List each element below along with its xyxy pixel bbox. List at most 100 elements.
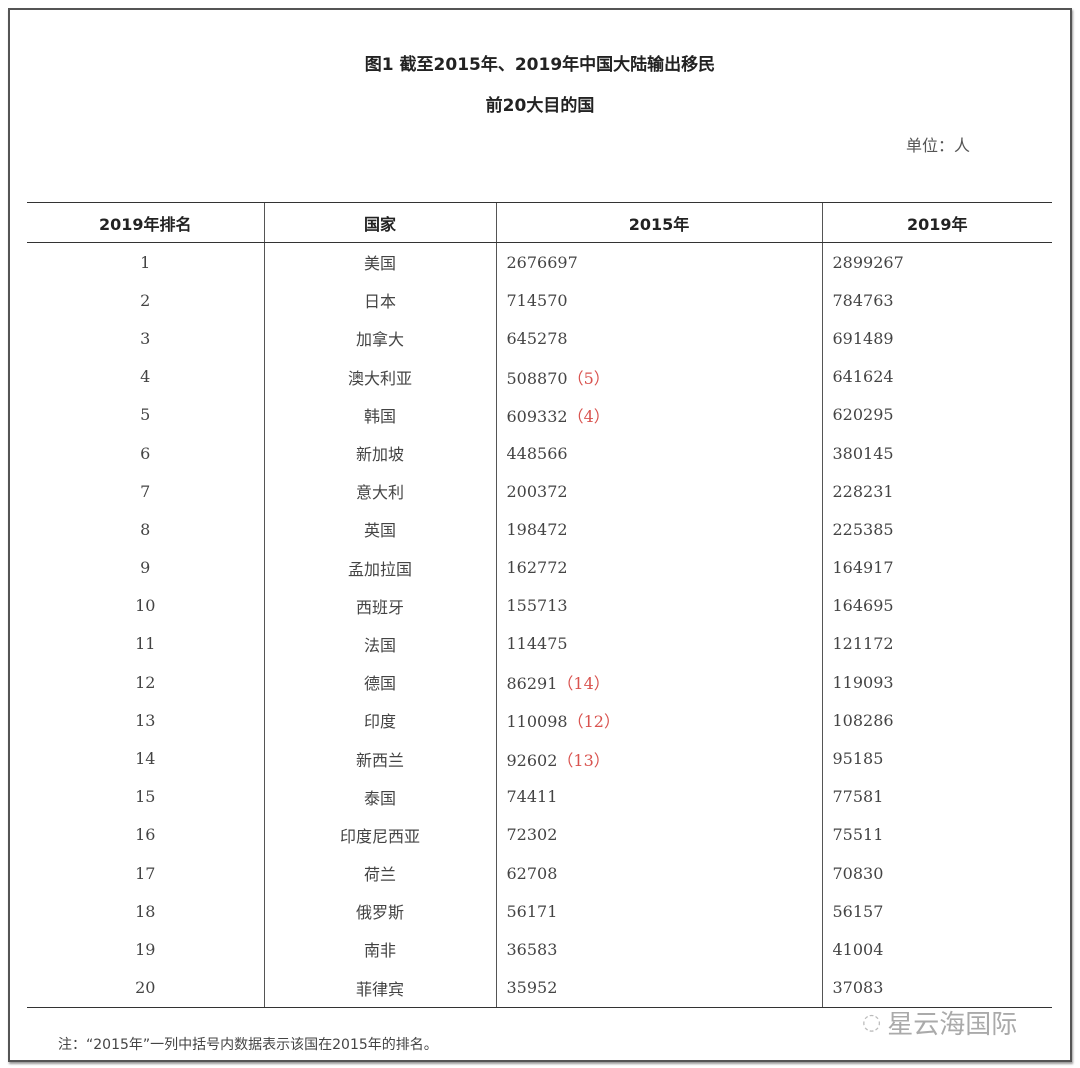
- rank-cell: 3: [140, 328, 151, 348]
- table-row: 2 日本 714570 784763: [27, 281, 1052, 320]
- rank-cell: 16: [135, 825, 156, 845]
- country-cell: 英国: [263, 510, 496, 549]
- country-cell: 南非: [263, 930, 496, 969]
- footnote: 注：“2015年”一列中括号内数据表示该国在2015年的排名。: [58, 1037, 438, 1053]
- unit-label: 单位：人: [906, 136, 971, 155]
- value-2015-cell: 92602（13）: [495, 739, 822, 778]
- table-row: 1 美国 2676697 2899267: [27, 242, 1052, 282]
- value-2015: 198472: [506, 519, 568, 539]
- value-2015-cell: 198472: [495, 510, 822, 549]
- rank-cell: 19: [135, 939, 156, 959]
- value-2015-cell: 36583: [495, 930, 822, 969]
- table-row: 15 泰国 74411 77581: [27, 777, 1052, 816]
- table-row: 17 荷兰 62708 70830: [27, 854, 1052, 893]
- country-cell: 加拿大: [263, 319, 496, 358]
- value-2015: 35952: [506, 978, 558, 998]
- value-2015-cell: 645278: [495, 319, 822, 358]
- value-2019-cell: 784763: [821, 281, 1052, 320]
- country-cell: 美国: [263, 242, 496, 282]
- value-2015-cell: 62708: [495, 854, 822, 893]
- value-2019-cell: 691489: [821, 319, 1052, 358]
- value-2019-cell: 41004: [821, 930, 1052, 969]
- country-cell: 菲律宾: [263, 968, 496, 1008]
- value-2019-cell: 225385: [821, 510, 1052, 549]
- value-2015-cell: 56171: [495, 892, 822, 931]
- rank-cell: 15: [135, 787, 156, 807]
- table-row: 19 南非 36583 41004: [27, 930, 1052, 969]
- header-rank-2019: 2019年排名: [27, 202, 264, 243]
- value-2019-cell: 108286: [821, 701, 1052, 740]
- wechat-icon: ◌: [862, 1010, 882, 1035]
- value-2015-cell: 508870（5）: [495, 357, 822, 396]
- value-2015: 155713: [506, 596, 568, 616]
- rank-cell: 1: [140, 252, 151, 272]
- rank-2015: （12）: [567, 712, 620, 732]
- value-2015: 200372: [506, 481, 568, 501]
- country-cell: 泰国: [263, 777, 496, 816]
- table-row: 3 加拿大 645278 691489: [27, 319, 1052, 358]
- value-2015-cell: 609332（4）: [495, 395, 822, 434]
- country-cell: 印度尼西亚: [263, 815, 496, 854]
- country-cell: 新加坡: [263, 433, 496, 473]
- watermark: ◌ 星云海国际: [862, 1004, 1017, 1041]
- table-header-row: 2019年排名 国家 2015年 2019年: [27, 202, 1052, 243]
- rank-cell: 14: [135, 749, 156, 769]
- value-2015-cell: 448566: [495, 433, 822, 473]
- header-2015: 2015年: [495, 202, 822, 243]
- title-line-2: 前20大目的国: [485, 96, 595, 116]
- watermark-text: 星云海国际: [887, 1010, 1018, 1040]
- table-row: 5 韩国 609332（4） 620295: [27, 395, 1052, 434]
- value-2019-cell: 119093: [821, 663, 1052, 702]
- rank-cell: 7: [140, 481, 151, 501]
- value-2015: 448566: [506, 443, 568, 463]
- value-2019-cell: 620295: [821, 395, 1052, 434]
- value-2015-cell: 86291（14）: [495, 663, 822, 702]
- value-2019-cell: 95185: [821, 739, 1052, 778]
- table-row: 4 澳大利亚 508870（5） 641624: [27, 357, 1052, 396]
- header-country: 国家: [263, 202, 496, 243]
- rank-cell: 6: [140, 443, 151, 463]
- value-2015: 508870: [506, 368, 568, 388]
- table-row: 7 意大利 200372 228231: [27, 472, 1052, 511]
- country-cell: 意大利: [263, 472, 496, 511]
- value-2019-cell: 37083: [821, 968, 1052, 1008]
- value-2015: 609332: [506, 406, 568, 426]
- value-2015: 645278: [506, 328, 568, 348]
- value-2015: 92602: [506, 750, 558, 770]
- value-2019-cell: 56157: [821, 892, 1052, 931]
- country-cell: 澳大利亚: [263, 357, 496, 396]
- value-2015: 62708: [506, 863, 558, 883]
- table-row: 20 菲律宾 35952 37083: [27, 968, 1052, 1008]
- value-2015-cell: 162772: [495, 548, 822, 587]
- rank-cell: 10: [135, 596, 156, 616]
- value-2015-cell: 110098（12）: [495, 701, 822, 740]
- country-cell: 日本: [263, 281, 496, 320]
- table-row: 16 印度尼西亚 72302 75511: [27, 815, 1052, 854]
- value-2015: 36583: [506, 939, 558, 959]
- country-cell: 韩国: [263, 395, 496, 434]
- value-2015-cell: 114475: [495, 624, 822, 664]
- country-cell: 新西兰: [263, 739, 496, 778]
- value-2015: 72302: [506, 825, 558, 845]
- country-cell: 荷兰: [263, 854, 496, 893]
- value-2015: 86291: [506, 674, 558, 694]
- header-2019: 2019年: [821, 202, 1052, 243]
- value-2019-cell: 75511: [821, 815, 1052, 854]
- value-2019-cell: 380145: [821, 433, 1052, 473]
- rank-cell: 12: [135, 672, 156, 692]
- value-2019-cell: 70830: [821, 854, 1052, 893]
- rank-cell: 11: [135, 634, 156, 654]
- country-cell: 俄罗斯: [263, 892, 496, 931]
- rank-2015: （5）: [567, 368, 610, 388]
- value-2019-cell: 2899267: [821, 242, 1052, 282]
- country-cell: 印度: [263, 701, 496, 740]
- table-row: 14 新西兰 92602（13） 95185: [27, 739, 1052, 778]
- rank-2015: （14）: [557, 674, 610, 694]
- rank-cell: 2: [140, 290, 151, 310]
- value-2015: 74411: [506, 787, 558, 807]
- rank-2015: （4）: [567, 406, 610, 426]
- value-2015: 56171: [506, 901, 558, 921]
- rank-cell: 5: [140, 405, 151, 425]
- rank-cell: 17: [135, 863, 156, 883]
- value-2015: 2676697: [506, 252, 578, 272]
